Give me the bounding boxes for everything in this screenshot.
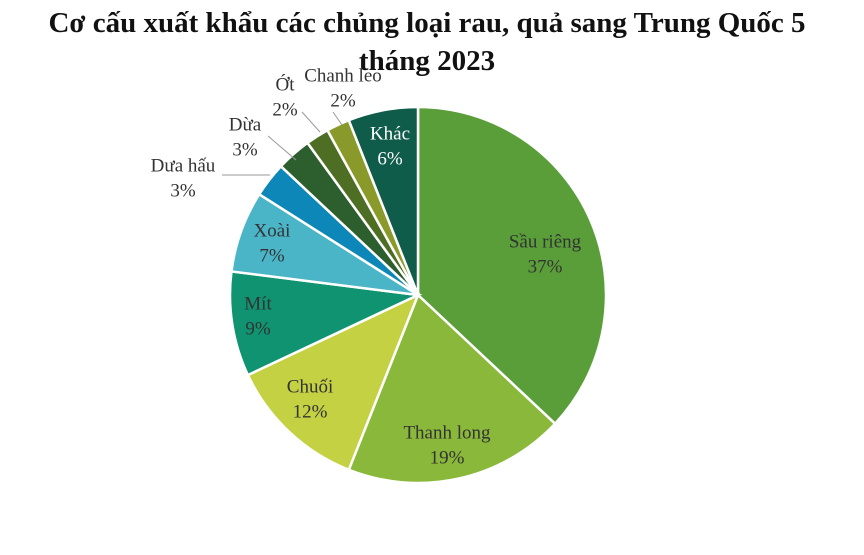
slice-label: Chanh leo — [304, 65, 382, 86]
slice-label: Dừa — [229, 114, 262, 135]
slice-label: Thanh long — [403, 422, 491, 443]
value-label: 7% — [259, 245, 285, 266]
value-label: 37% — [528, 256, 563, 277]
value-label: 3% — [232, 139, 258, 160]
leader-line — [332, 111, 343, 126]
slice-label: Mít — [244, 293, 272, 314]
pie-slice — [246, 292, 421, 472]
value-label: 12% — [293, 401, 328, 422]
slice-label: Chuối — [287, 376, 333, 397]
leader-line — [267, 135, 297, 161]
slice-label: Ớt — [276, 73, 296, 95]
value-label: 6% — [377, 148, 403, 169]
leader-line — [301, 111, 321, 133]
slice-label: Xoài — [254, 220, 291, 241]
value-label: 19% — [430, 447, 465, 468]
pie-slice — [228, 270, 423, 377]
value-label: 9% — [245, 318, 271, 339]
pie-slice — [416, 105, 608, 426]
slice-label: Dưa hấu — [151, 155, 216, 176]
value-label: 3% — [170, 180, 196, 201]
slice-label: Khác — [370, 123, 410, 144]
slice-label: Sầu riêng — [509, 231, 582, 252]
value-label: 2% — [272, 99, 298, 120]
value-label: 2% — [330, 90, 356, 111]
chart-title: Cơ cấu xuất khẩu các chủng loại rau, quả… — [48, 7, 806, 77]
pie-slice — [347, 105, 420, 296]
